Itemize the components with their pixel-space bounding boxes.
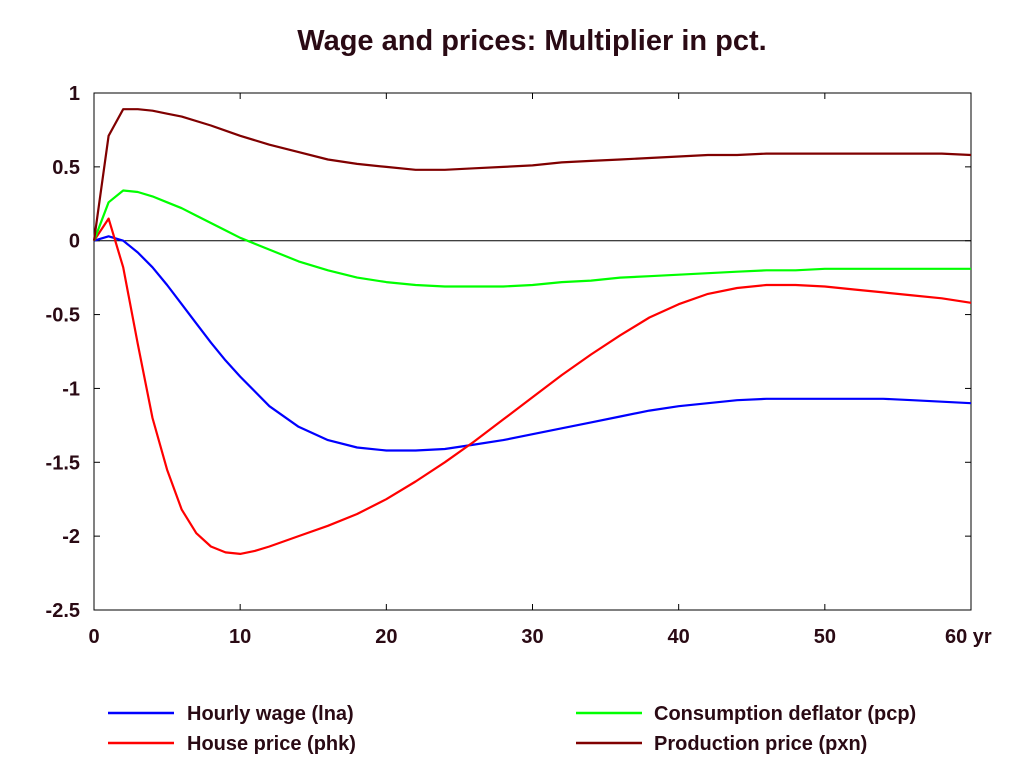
x-tick-label: 50: [814, 626, 836, 648]
chart-title: Wage and prices: Multiplier in pct.: [297, 25, 766, 57]
legend-label: Consumption deflator (pcp): [654, 703, 916, 725]
y-tick-label: -1: [62, 378, 80, 400]
legend: Hourly wage (lna) Consumption deflator (p…: [108, 703, 916, 755]
legend-label: Hourly wage (lna): [187, 703, 354, 725]
plot-frame: [93, 92, 972, 611]
y-tick-label: 0: [69, 231, 80, 253]
x-tick-label: 40: [668, 626, 690, 648]
series-line-0: [93, 235, 972, 452]
y-tick-label: 1: [69, 83, 80, 105]
x-tick-label: 10: [229, 626, 251, 648]
series-line-2: [92, 189, 971, 288]
y-tick-label: -2: [62, 526, 80, 548]
y-tick-label: -0.5: [46, 305, 80, 327]
y-tick-label: -1.5: [46, 452, 80, 474]
y-tick-label: 0.5: [52, 157, 80, 179]
x-tick-label: 0: [88, 626, 99, 648]
legend-label: Production price (pxn): [654, 733, 867, 755]
series-line-3: [92, 108, 972, 241]
x-tick-label: 30: [521, 626, 543, 648]
x-tick-label: 60 yr: [945, 626, 992, 648]
y-tick-label: -2.5: [46, 600, 80, 622]
series-line-1: [93, 217, 972, 556]
axes: 1 0.5 0 -0.5 -1 -1.5 -2 -2.5 0 10 20 30 40 50 60 yr: [46, 83, 992, 648]
x-tick-label: 20: [375, 626, 397, 648]
series-lines: [92, 108, 972, 556]
legend-label: House price (phk): [187, 733, 356, 755]
